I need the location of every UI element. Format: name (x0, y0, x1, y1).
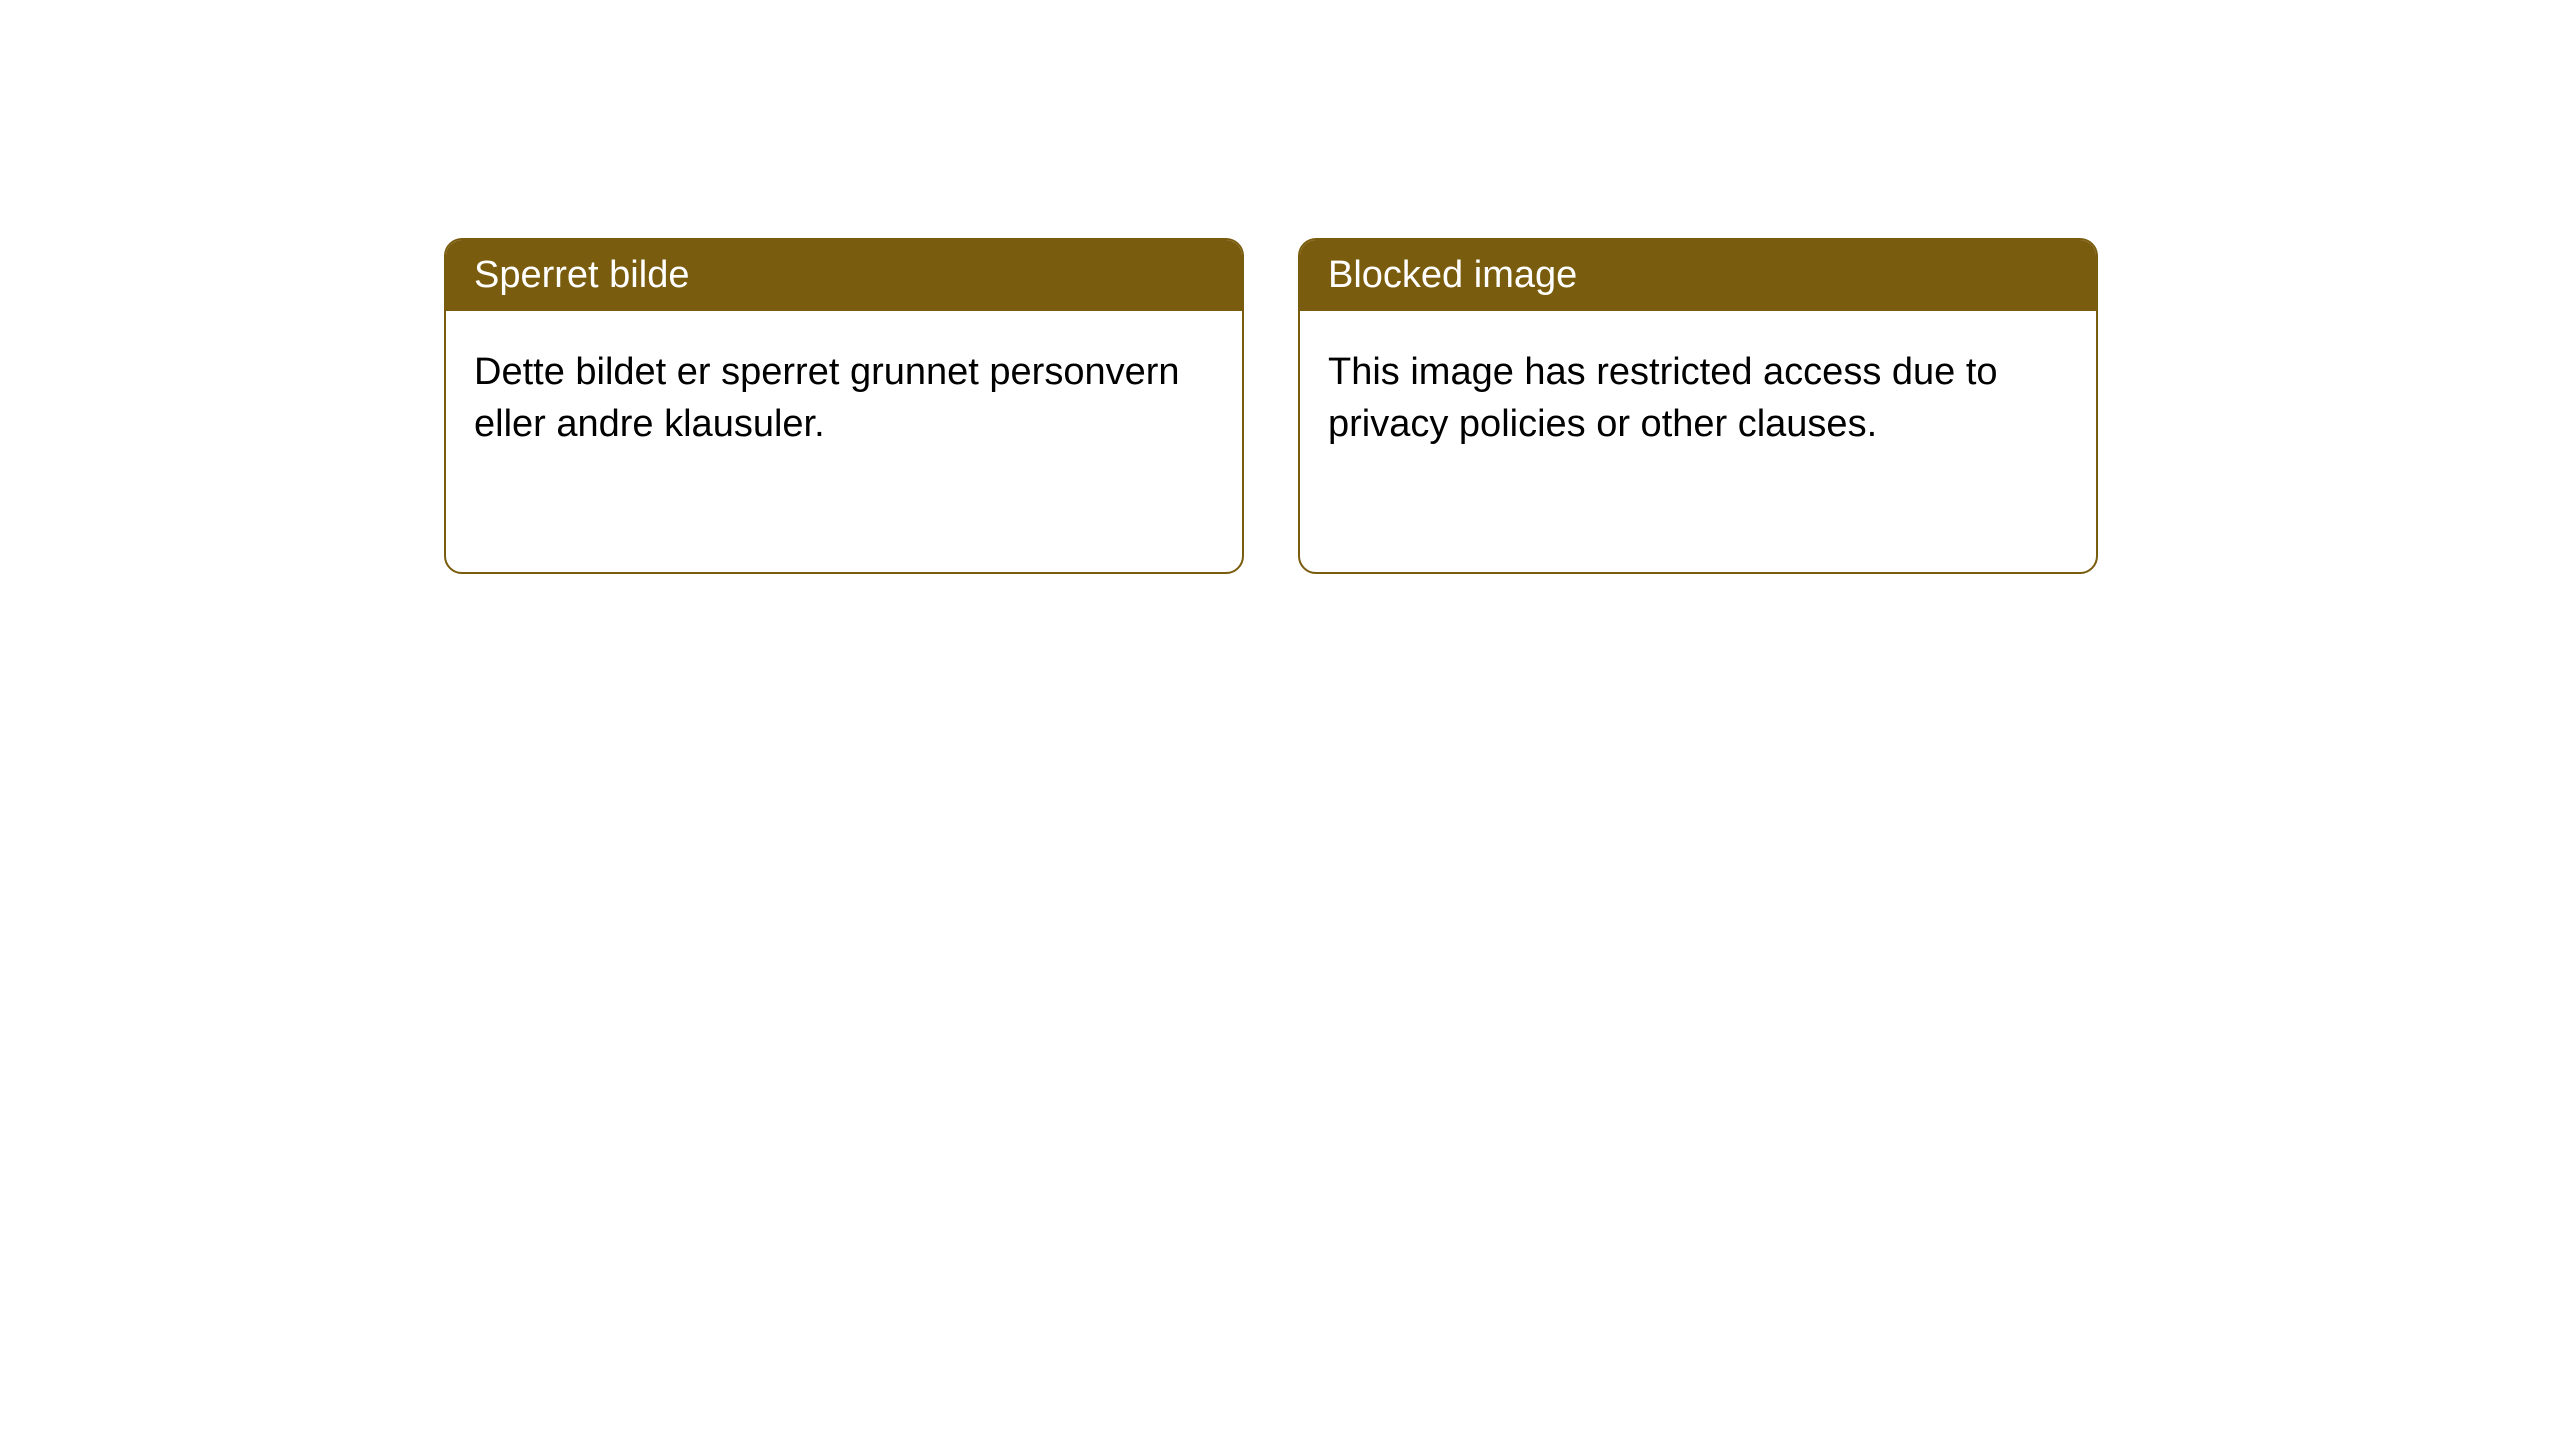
notice-card-english: Blocked image This image has restricted … (1298, 238, 2098, 574)
notice-body: Dette bildet er sperret grunnet personve… (446, 311, 1242, 486)
notice-title: Blocked image (1300, 240, 2096, 311)
notice-card-norwegian: Sperret bilde Dette bildet er sperret gr… (444, 238, 1244, 574)
notice-title: Sperret bilde (446, 240, 1242, 311)
notice-body: This image has restricted access due to … (1300, 311, 2096, 486)
notice-container: Sperret bilde Dette bildet er sperret gr… (0, 0, 2560, 574)
